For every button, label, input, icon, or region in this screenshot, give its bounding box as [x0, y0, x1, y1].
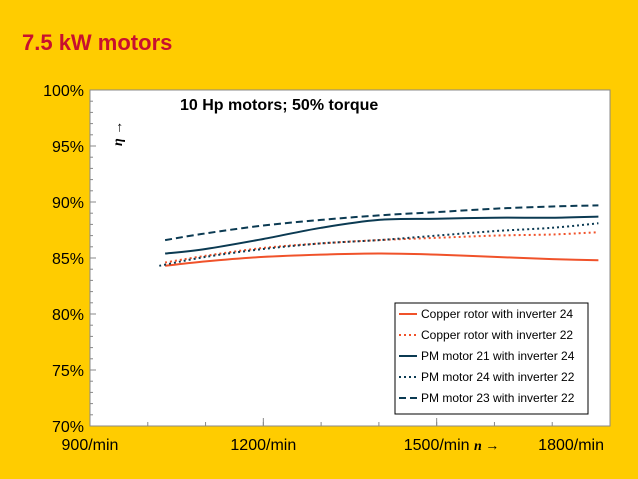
y-tick-label: 100%	[43, 83, 84, 100]
series-layer	[159, 204, 599, 267]
legend: Copper rotor with inverter 24 Copper roto…	[394, 302, 589, 415]
series-line-5	[164, 204, 599, 242]
y-tick-label: 80%	[52, 307, 84, 324]
y-axis: 70% 75% 80% 85% 90% 95% 100%	[43, 83, 96, 436]
slide-title: 7.5 kW motors	[22, 30, 173, 55]
x-tick-label: 900/min	[62, 437, 119, 454]
legend-label: PM motor 21 with inverter 24	[421, 349, 575, 363]
y-tick-label: 85%	[52, 251, 84, 268]
y-axis-label: η →	[111, 121, 126, 146]
series-line-4	[159, 222, 599, 267]
y-tick-label: 70%	[52, 419, 84, 436]
x-tick-label: 1500/min	[404, 437, 470, 454]
x-tick-label: 1200/min	[230, 437, 296, 454]
y-tick-label: 90%	[52, 195, 84, 212]
legend-label: Copper rotor with inverter 22	[421, 328, 573, 342]
series-line-3	[164, 215, 599, 255]
x-tick-label: 1800/min	[538, 437, 604, 454]
chart-title: 10 Hp motors; 50% torque	[180, 97, 378, 114]
series-line-1	[164, 252, 599, 267]
x-axis-label: n →	[474, 439, 499, 454]
legend-box	[394, 302, 589, 415]
y-tick-label: 95%	[52, 139, 84, 156]
legend-label: PM motor 23 with inverter 22	[421, 391, 575, 405]
y-tick-label: 75%	[52, 363, 84, 380]
legend-label: Copper rotor with inverter 24	[421, 307, 573, 321]
x-axis: 900/min 1200/min 1500/min 1800/min	[62, 418, 611, 454]
legend-label: PM motor 24 with inverter 22	[421, 370, 575, 384]
